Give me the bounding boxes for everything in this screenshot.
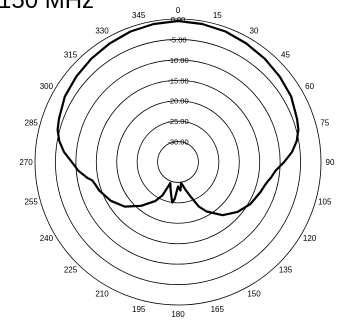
radial-tick-label: -25.00 [167,117,188,126]
radial-tick-label: -30.00 [167,138,188,147]
grid-ring [157,141,199,183]
angle-tick-label: 270 [19,158,33,167]
angle-tick-label: 180 [171,310,185,319]
angle-tick-label: 300 [40,82,54,91]
angle-tick-label: 105 [318,197,332,206]
angle-tick-label: 240 [40,234,54,243]
chart-title: 150 MHz [0,0,94,14]
angle-tick-label: 150 [247,290,261,299]
angle-tick-label: 285 [25,119,39,128]
radial-tick-label: -10.00 [167,56,188,65]
grid-ring [136,120,220,204]
grid-ring [34,18,322,306]
angle-tick-label: 210 [95,290,109,299]
angle-tick-label: 60 [305,82,314,91]
grid-ring [116,100,240,224]
angle-tick-label: 90 [326,158,335,167]
angle-tick-label: 0 [176,6,181,15]
angle-tick-label: 15 [213,11,222,20]
radial-tick-label: -20.00 [167,97,188,106]
angle-tick-label: 45 [281,51,290,60]
radial-tick-label: -15.00 [167,76,188,85]
radial-tick-labels: 0.00 -5.00 -10.00 -15.00 -20.00 -25.00 -30.00 [167,15,188,147]
angle-tick-label: 165 [211,305,225,314]
angle-tick-label: 30 [250,26,259,35]
grid-ring [75,59,281,265]
angle-tick-label: 255 [25,197,39,206]
angle-tick-label: 75 [320,119,329,128]
angle-tick-label: 225 [64,266,78,275]
grid-rings [34,18,322,306]
radial-tick-label: 0.00 [171,15,186,24]
grid-ring [95,79,261,245]
grid-ring [55,39,301,285]
angle-tick-label: 330 [95,26,109,35]
pattern-series-line [56,19,300,217]
angle-tick-label: 345 [132,11,146,20]
angle-tick-labels: 0 15 30 45 60 75 90 105 120 135 150 165 180 195 210 225… [19,6,335,319]
angle-tick-label: 135 [279,266,293,275]
radial-tick-label: -5.00 [169,35,186,44]
angle-tick-label: 315 [64,51,78,60]
angle-tick-label: 120 [303,234,317,243]
angle-tick-label: 195 [132,305,146,314]
